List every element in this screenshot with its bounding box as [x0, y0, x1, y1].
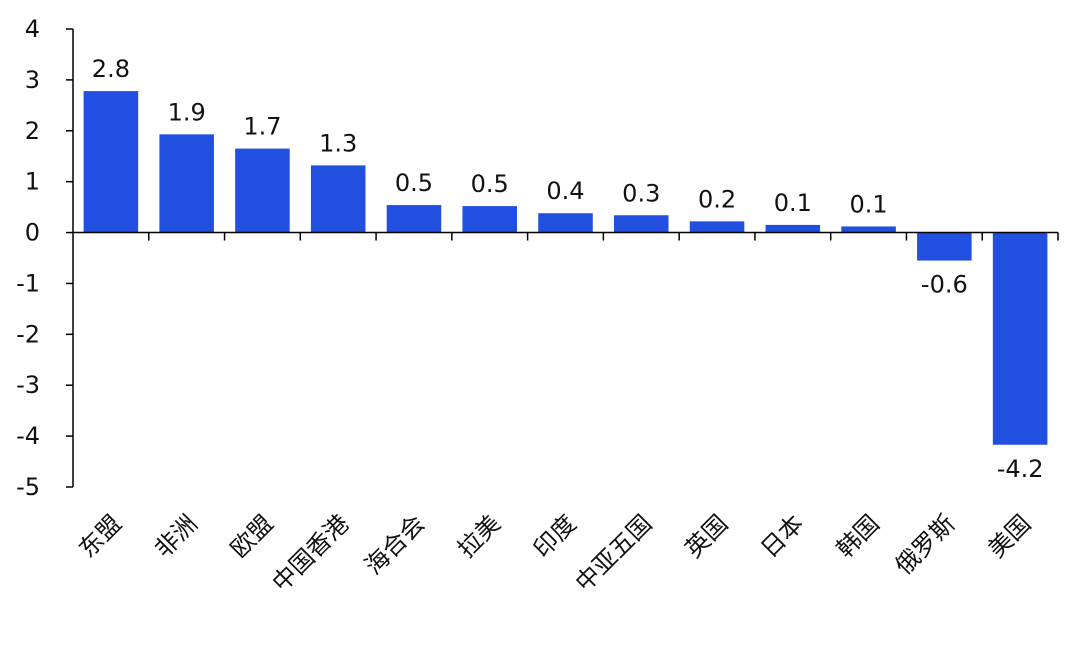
y-axis: 4 3 2 1 0 -1 -2 -3 -4 -5: [16, 15, 74, 501]
bar: [538, 213, 593, 233]
category-label: 中国香港: [267, 509, 355, 597]
bars: [83, 91, 1048, 445]
bar: [159, 134, 214, 233]
y-tick-label: 3: [25, 66, 40, 94]
data-label: 0.1: [774, 189, 812, 217]
data-label: 1.7: [243, 113, 281, 141]
data-label: 2.8: [92, 55, 130, 83]
category-label: 美国: [983, 509, 1037, 563]
category-label: 日本: [755, 509, 809, 563]
data-label: 0.3: [622, 179, 660, 207]
y-tick-label: -4: [16, 422, 40, 450]
bar: [386, 205, 442, 233]
x-axis: [73, 231, 1059, 241]
bar: [765, 224, 821, 233]
category-label: 印度: [528, 509, 582, 563]
y-tick-label: 4: [25, 15, 40, 43]
data-labels: 2.8 1.9 1.7 1.3 0.5 0.5 0.4 0.3 0.2 0.1 0.1 -0.6 -4.…: [92, 55, 1044, 483]
data-label: 0.1: [849, 190, 887, 218]
bar: [83, 91, 139, 233]
bar: [689, 221, 745, 233]
bar: [917, 232, 972, 261]
y-tick-label: 2: [25, 117, 40, 145]
category-label: 英国: [680, 509, 734, 563]
y-tick-label: 0: [25, 219, 40, 247]
data-label: 0.4: [546, 177, 584, 205]
data-label: 0.5: [471, 170, 509, 198]
bar: [613, 215, 669, 233]
category-label: 中亚五国: [570, 509, 658, 597]
data-label: 0.2: [698, 185, 736, 213]
bar: [235, 148, 290, 233]
y-tick-label: -2: [16, 320, 40, 348]
data-label: 0.5: [395, 169, 433, 197]
bar: [841, 226, 896, 233]
category-label: 拉美: [452, 509, 506, 563]
data-label: -4.2: [997, 455, 1044, 483]
category-label: 海合会: [359, 509, 430, 580]
y-tick-label: -3: [16, 371, 40, 399]
category-label: 俄罗斯: [890, 509, 961, 580]
data-label: 1.3: [319, 129, 357, 157]
category-label: 非洲: [149, 509, 203, 563]
y-tick-label: 1: [25, 168, 40, 196]
data-label: -0.6: [921, 271, 968, 299]
data-label: 1.9: [168, 98, 206, 126]
y-tick-label: -1: [16, 269, 40, 297]
y-tick-label: -5: [16, 473, 40, 501]
bar: [310, 165, 366, 233]
category-label: 韩国: [831, 509, 885, 563]
bar: [462, 206, 518, 233]
bar: [992, 232, 1048, 445]
category-label: 东盟: [73, 509, 127, 563]
category-label: 欧盟: [225, 509, 279, 563]
